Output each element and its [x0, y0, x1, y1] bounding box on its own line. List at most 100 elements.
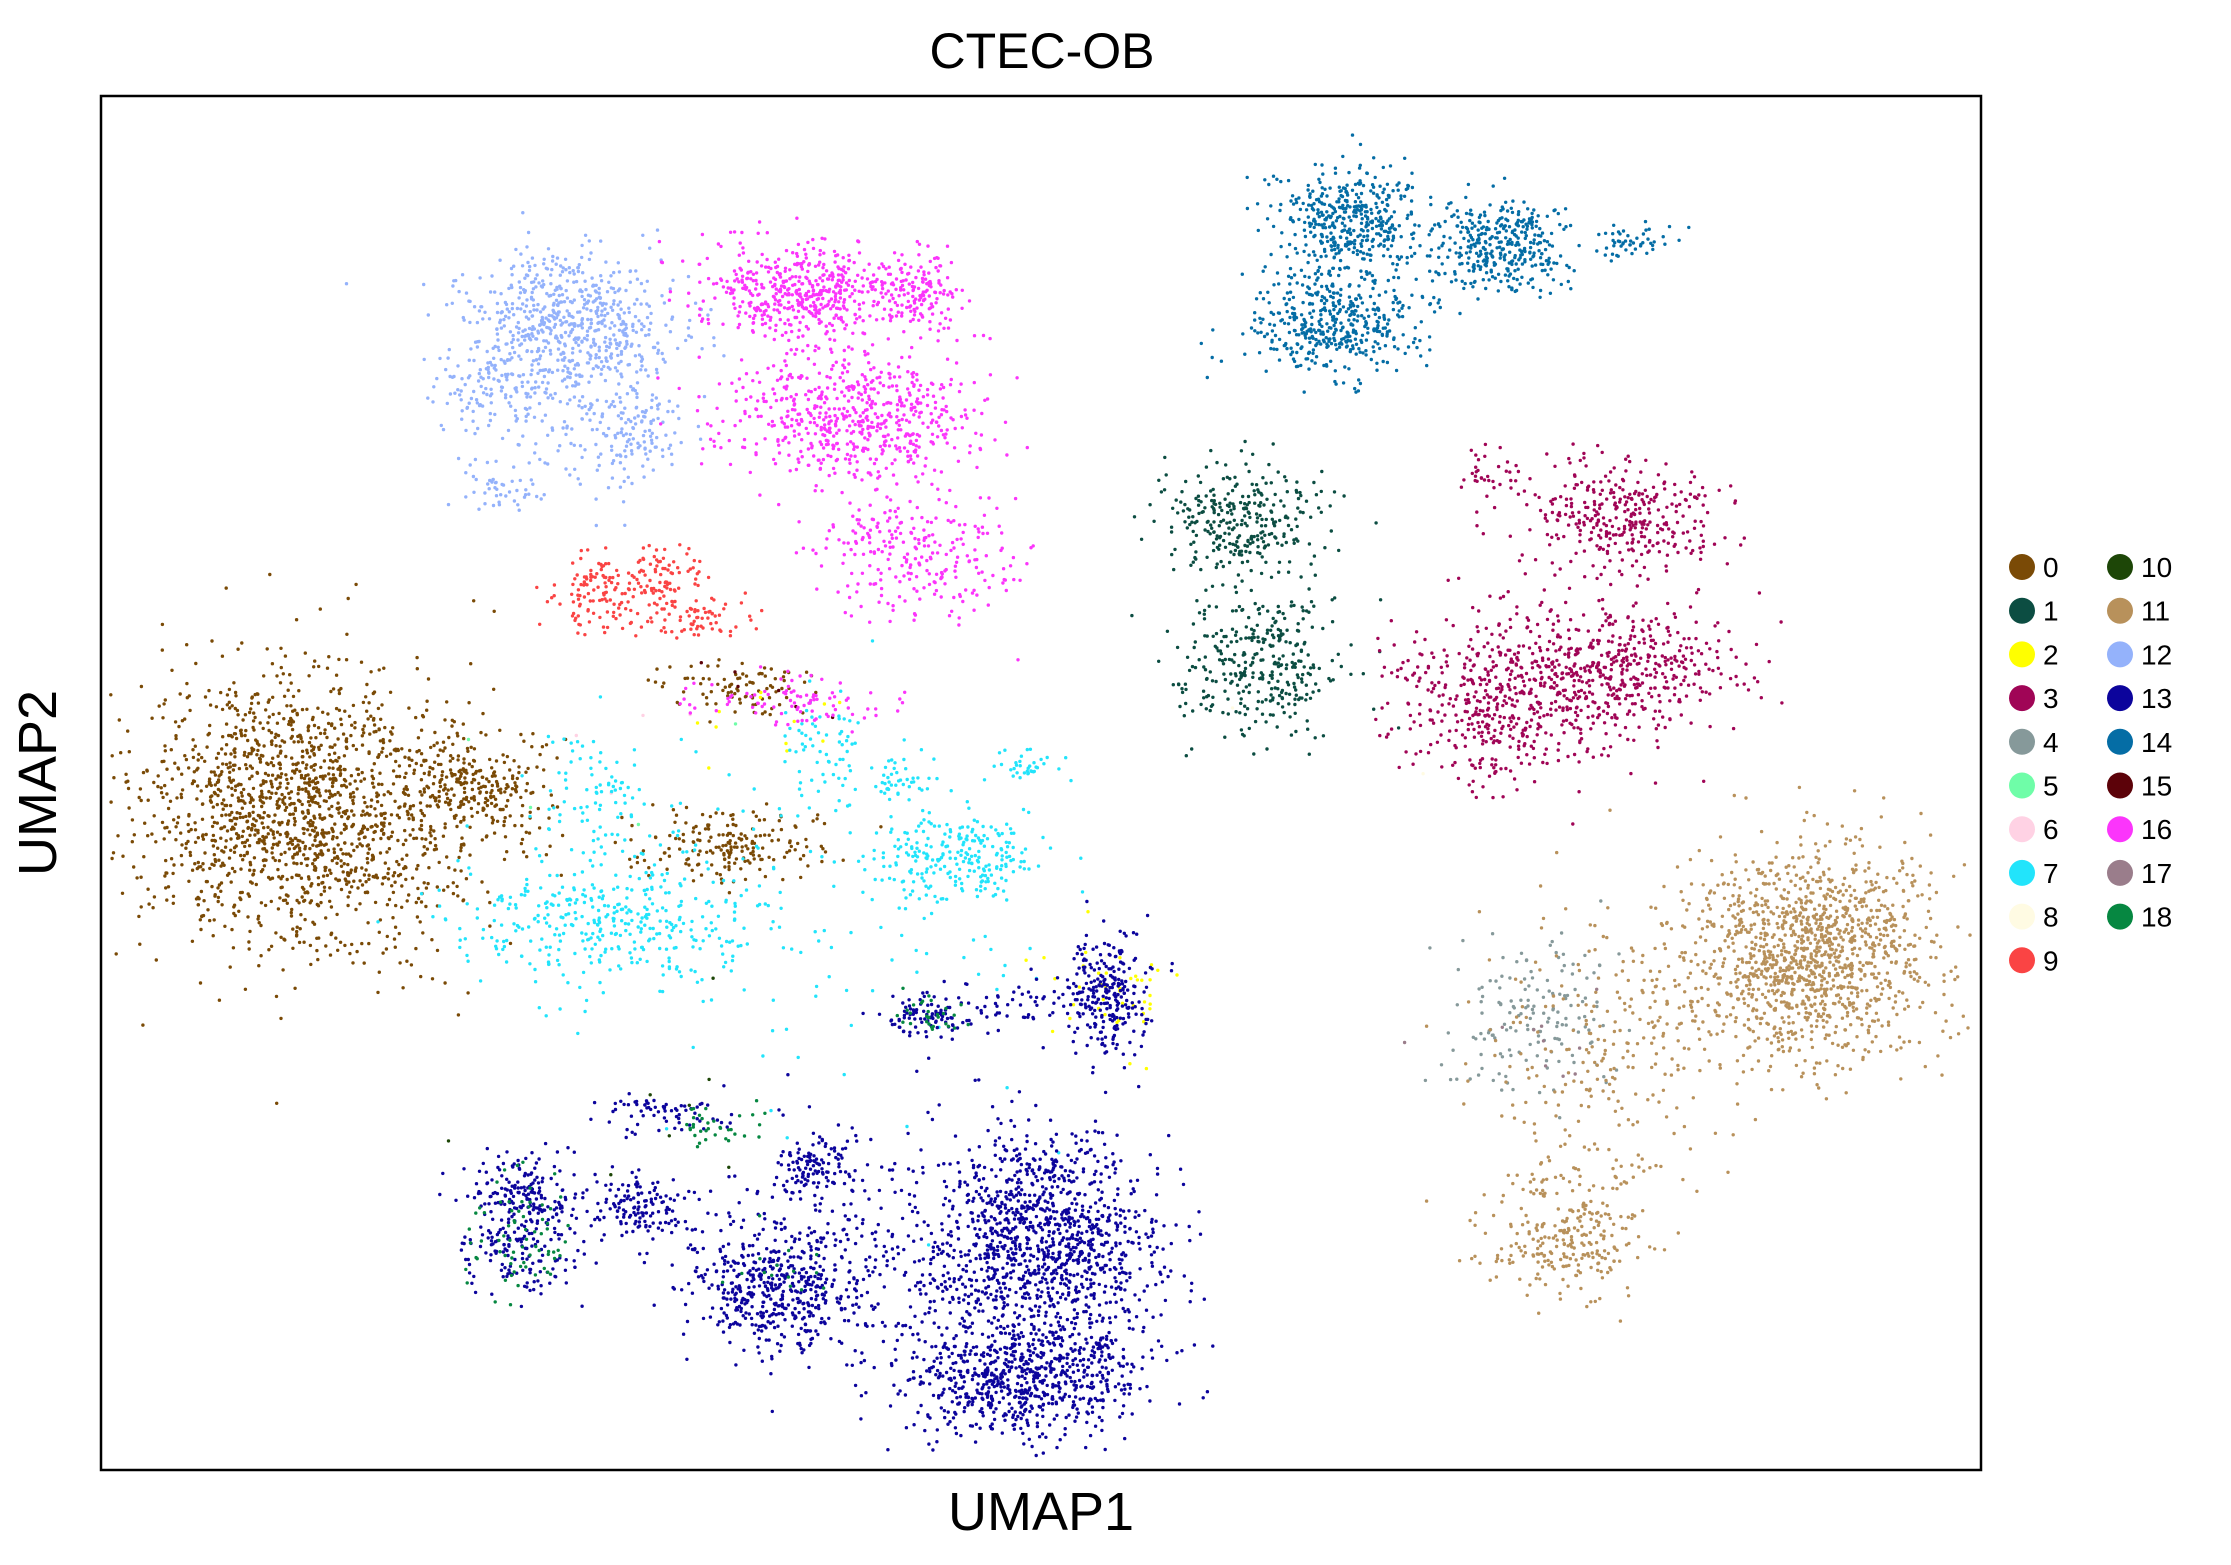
point: [815, 760, 819, 765]
point: [1623, 697, 1628, 701]
point: [279, 852, 283, 856]
point: [1219, 639, 1224, 644]
point: [291, 927, 295, 931]
point: [303, 781, 307, 785]
point: [230, 866, 235, 871]
point: [220, 813, 224, 818]
point: [337, 811, 341, 815]
point: [259, 923, 263, 928]
point: [694, 824, 698, 829]
point: [285, 777, 289, 782]
point: [1530, 1007, 1535, 1012]
point: [353, 720, 357, 725]
point: [716, 682, 720, 686]
point: [381, 876, 386, 880]
point: [1232, 552, 1236, 557]
point: [520, 803, 525, 808]
point: [1543, 681, 1547, 685]
point: [1165, 629, 1170, 633]
point: [723, 865, 727, 869]
point: [169, 748, 173, 752]
point: [1481, 785, 1485, 789]
point: [1701, 503, 1705, 507]
point: [504, 804, 508, 808]
point: [1484, 626, 1489, 630]
point: [248, 868, 252, 872]
point: [1194, 557, 1198, 561]
point: [252, 711, 256, 715]
point: [1479, 1052, 1483, 1057]
point: [206, 908, 210, 912]
point: [132, 865, 136, 869]
point: [152, 780, 156, 785]
point: [561, 973, 565, 977]
point: [401, 986, 405, 990]
series-1: [1130, 439, 1401, 758]
point: [1509, 478, 1513, 483]
point: [451, 742, 455, 746]
point: [1018, 865, 1022, 869]
point: [196, 758, 200, 762]
point: [150, 716, 154, 720]
point: [410, 876, 415, 880]
point: [139, 905, 143, 909]
point: [1618, 500, 1622, 504]
point: [1688, 539, 1692, 543]
point: [1236, 545, 1240, 549]
point: [223, 924, 227, 928]
point: [279, 885, 283, 890]
point: [1555, 635, 1560, 639]
point: [420, 793, 424, 797]
point: [475, 916, 479, 920]
point: [334, 673, 339, 677]
point: [1666, 541, 1671, 545]
point: [428, 765, 432, 770]
point: [1439, 1063, 1444, 1067]
point: [1486, 731, 1491, 735]
point: [469, 796, 474, 800]
point: [292, 740, 296, 744]
point: [1532, 711, 1536, 716]
point: [1443, 685, 1447, 690]
point: [599, 953, 603, 958]
point: [1219, 520, 1223, 524]
point: [1578, 458, 1583, 463]
point: [300, 895, 304, 899]
point: [295, 929, 299, 934]
point: [389, 834, 393, 839]
point: [1487, 478, 1491, 483]
point: [1497, 650, 1502, 654]
point: [394, 903, 398, 908]
point: [453, 816, 457, 820]
point: [1572, 1060, 1576, 1065]
point: [442, 888, 446, 892]
point: [333, 751, 337, 755]
point: [177, 724, 181, 729]
point: [458, 768, 463, 772]
point: [1701, 524, 1706, 528]
point: [360, 770, 364, 775]
point: [904, 851, 909, 855]
point: [1280, 705, 1285, 709]
point: [193, 862, 197, 866]
point: [1666, 640, 1670, 644]
point: [1612, 686, 1616, 690]
point: [743, 877, 748, 882]
point: [714, 927, 718, 931]
point: [1660, 654, 1665, 658]
point: [1223, 657, 1228, 662]
point: [1327, 676, 1331, 681]
point: [1556, 619, 1561, 623]
point: [180, 843, 184, 847]
point: [524, 789, 528, 793]
point: [275, 721, 280, 725]
point: [1632, 646, 1637, 651]
point: [1287, 702, 1291, 706]
point: [375, 824, 379, 828]
point: [1412, 720, 1416, 724]
point: [1418, 702, 1422, 707]
point: [1472, 735, 1477, 739]
point: [307, 783, 312, 787]
point: [1551, 628, 1555, 632]
point: [172, 818, 176, 822]
